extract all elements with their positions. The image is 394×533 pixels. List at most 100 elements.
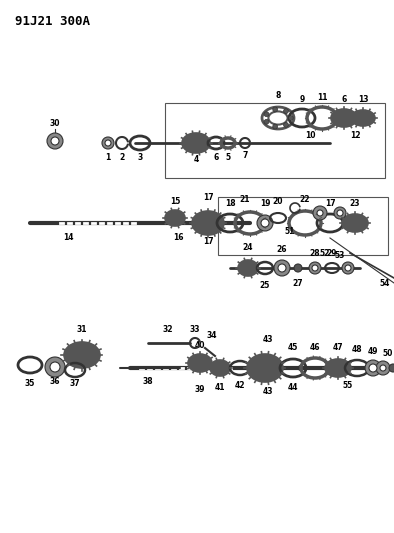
Text: 12: 12 <box>350 132 360 141</box>
Text: 28: 28 <box>310 248 320 257</box>
Ellipse shape <box>342 214 368 232</box>
Text: 39: 39 <box>195 385 205 394</box>
Circle shape <box>273 124 277 129</box>
Circle shape <box>261 219 269 227</box>
Text: 5: 5 <box>225 152 230 161</box>
Text: 14: 14 <box>63 232 73 241</box>
Circle shape <box>294 264 302 272</box>
Text: 35: 35 <box>25 378 35 387</box>
Circle shape <box>376 361 390 375</box>
Circle shape <box>389 364 394 372</box>
Circle shape <box>105 140 111 146</box>
Text: 17: 17 <box>203 192 213 201</box>
Text: 4: 4 <box>193 155 199 164</box>
Ellipse shape <box>210 360 230 376</box>
Ellipse shape <box>188 354 212 372</box>
Text: 46: 46 <box>310 343 320 352</box>
Text: 31: 31 <box>77 325 87 334</box>
Circle shape <box>274 260 290 276</box>
Text: 16: 16 <box>173 232 183 241</box>
Text: 2: 2 <box>119 152 125 161</box>
Text: 41: 41 <box>215 384 225 392</box>
Text: 54: 54 <box>380 279 390 287</box>
Circle shape <box>273 107 277 112</box>
Ellipse shape <box>351 110 375 126</box>
Text: 9: 9 <box>299 95 305 104</box>
Text: 49: 49 <box>368 348 378 357</box>
Text: 36: 36 <box>50 376 60 385</box>
Text: 27: 27 <box>293 279 303 287</box>
Circle shape <box>334 207 346 219</box>
Text: 11: 11 <box>317 93 327 102</box>
Text: 20: 20 <box>273 197 283 206</box>
Circle shape <box>342 262 354 274</box>
Text: 21: 21 <box>240 195 250 204</box>
Text: 22: 22 <box>300 195 310 204</box>
Circle shape <box>264 119 269 124</box>
Text: 40: 40 <box>195 342 205 351</box>
Ellipse shape <box>165 210 185 226</box>
Text: 34: 34 <box>207 332 217 341</box>
Ellipse shape <box>325 359 351 377</box>
Text: 55: 55 <box>343 382 353 391</box>
Text: 18: 18 <box>225 198 235 207</box>
Text: 37: 37 <box>70 378 80 387</box>
Text: 15: 15 <box>170 197 180 206</box>
Circle shape <box>264 112 269 117</box>
Circle shape <box>102 137 114 149</box>
Text: 30: 30 <box>50 118 60 127</box>
Circle shape <box>337 210 343 216</box>
Text: 44: 44 <box>288 384 298 392</box>
Text: 10: 10 <box>305 132 315 141</box>
Circle shape <box>345 265 351 271</box>
Circle shape <box>317 210 323 216</box>
Circle shape <box>257 215 273 231</box>
Text: 3: 3 <box>138 152 143 161</box>
Text: 43: 43 <box>263 387 273 397</box>
Text: 19: 19 <box>260 198 270 207</box>
Ellipse shape <box>247 354 283 382</box>
Ellipse shape <box>192 211 224 235</box>
Circle shape <box>313 206 327 220</box>
Circle shape <box>51 137 59 145</box>
Text: 17: 17 <box>203 237 213 246</box>
Text: 45: 45 <box>288 343 298 352</box>
Ellipse shape <box>238 260 258 276</box>
Text: 47: 47 <box>333 343 343 352</box>
Circle shape <box>380 365 386 371</box>
Circle shape <box>50 362 60 372</box>
Text: 43: 43 <box>263 335 273 344</box>
Text: 8: 8 <box>275 92 281 101</box>
Circle shape <box>278 264 286 272</box>
Circle shape <box>365 360 381 376</box>
Text: 91J21 300A: 91J21 300A <box>15 15 90 28</box>
Text: 23: 23 <box>350 198 360 207</box>
Circle shape <box>284 123 288 127</box>
Text: 7: 7 <box>242 151 248 160</box>
Text: 26: 26 <box>277 246 287 254</box>
Text: 42: 42 <box>235 382 245 391</box>
Text: 17: 17 <box>325 198 335 207</box>
Text: 38: 38 <box>143 377 153 386</box>
Text: 52: 52 <box>320 248 330 257</box>
Ellipse shape <box>331 109 357 127</box>
Text: 50: 50 <box>383 350 393 359</box>
Circle shape <box>284 109 288 114</box>
Text: 1: 1 <box>105 152 111 161</box>
Text: 29: 29 <box>327 248 337 257</box>
Circle shape <box>288 116 293 120</box>
Text: 25: 25 <box>260 280 270 289</box>
Text: 53: 53 <box>335 252 345 261</box>
Text: 51: 51 <box>285 227 295 236</box>
Text: 24: 24 <box>243 244 253 253</box>
Bar <box>218 197 388 255</box>
Circle shape <box>309 262 321 274</box>
Text: 32: 32 <box>163 326 173 335</box>
Circle shape <box>369 364 377 372</box>
Circle shape <box>45 357 65 377</box>
Text: 6: 6 <box>214 152 219 161</box>
Ellipse shape <box>182 133 210 153</box>
Circle shape <box>312 265 318 271</box>
Text: 13: 13 <box>358 95 368 104</box>
Text: 6: 6 <box>341 95 347 104</box>
